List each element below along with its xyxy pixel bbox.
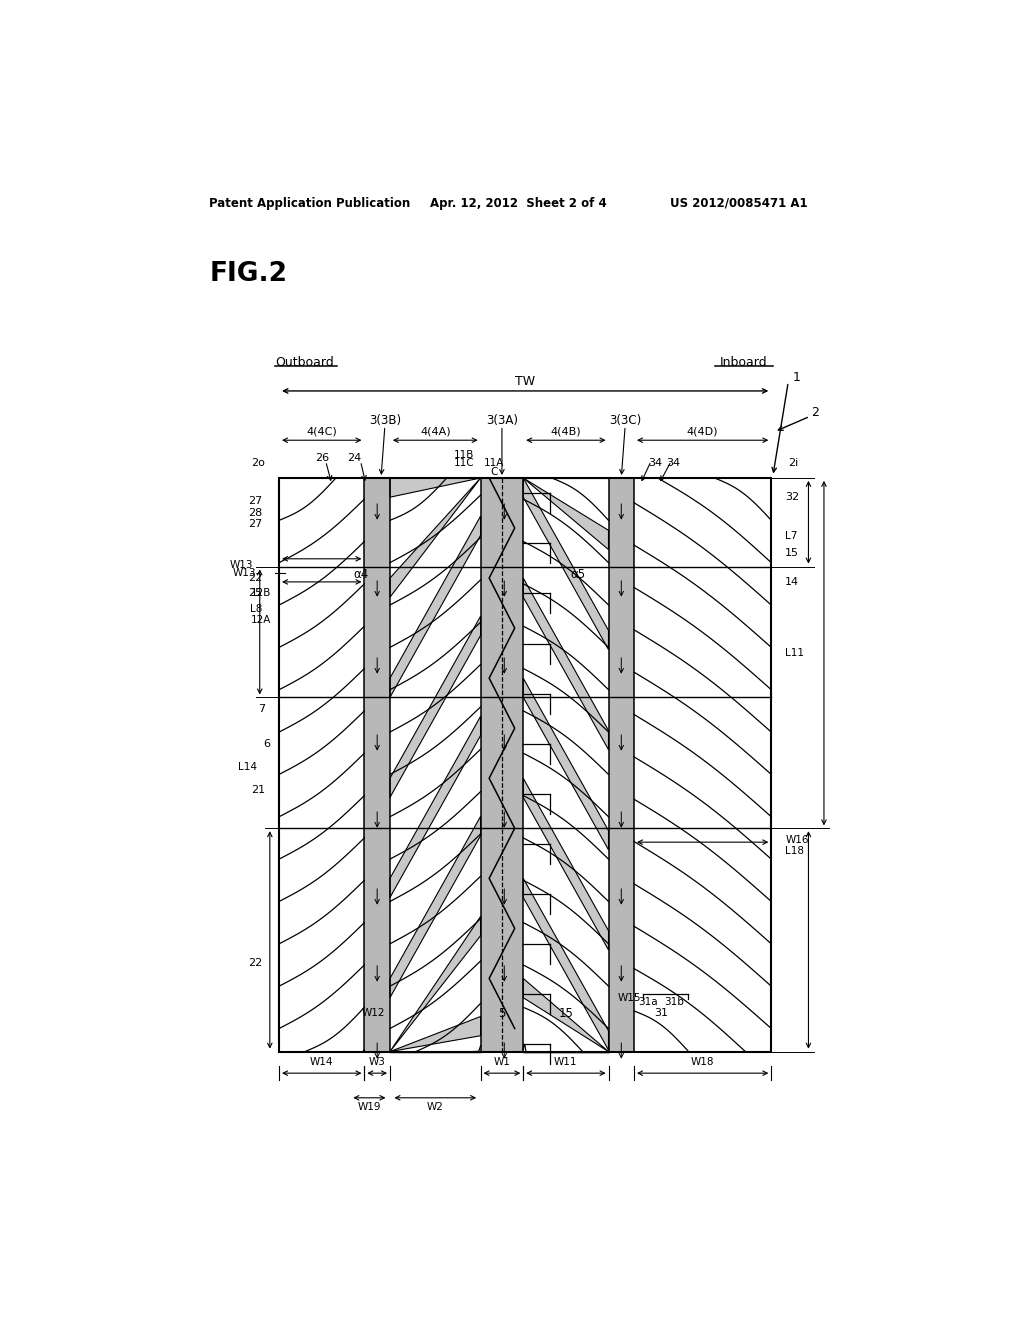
Text: 3(3A): 3(3A) bbox=[486, 413, 518, 426]
Text: 4(4D): 4(4D) bbox=[687, 426, 719, 437]
Text: 4(4A): 4(4A) bbox=[420, 426, 451, 437]
Text: 22: 22 bbox=[248, 573, 262, 583]
Polygon shape bbox=[390, 717, 480, 898]
Polygon shape bbox=[523, 678, 608, 850]
Text: 2: 2 bbox=[812, 407, 819, 418]
Text: 15: 15 bbox=[558, 1007, 573, 1019]
Polygon shape bbox=[390, 616, 480, 797]
Text: 34: 34 bbox=[667, 458, 681, 469]
Text: W18: W18 bbox=[691, 1057, 715, 1068]
Polygon shape bbox=[390, 816, 480, 998]
Text: TW: TW bbox=[515, 375, 536, 388]
Text: 7: 7 bbox=[258, 704, 265, 714]
Bar bbox=[608, 478, 634, 1052]
Text: C: C bbox=[489, 467, 498, 477]
Text: 27: 27 bbox=[248, 519, 262, 529]
Text: α4: α4 bbox=[353, 568, 368, 581]
Text: 3(3B): 3(3B) bbox=[369, 413, 401, 426]
Text: FIG.2: FIG.2 bbox=[209, 261, 288, 286]
Polygon shape bbox=[523, 978, 608, 1052]
Text: W13: W13 bbox=[232, 568, 256, 578]
Text: W3: W3 bbox=[369, 1057, 386, 1068]
Polygon shape bbox=[390, 478, 480, 498]
Text: Apr. 12, 2012  Sheet 2 of 4: Apr. 12, 2012 Sheet 2 of 4 bbox=[430, 197, 607, 210]
Text: 31: 31 bbox=[654, 1008, 669, 1018]
Text: Inboard: Inboard bbox=[720, 356, 767, 370]
Polygon shape bbox=[523, 779, 608, 950]
Text: 11C: 11C bbox=[454, 458, 474, 469]
Text: Outboard: Outboard bbox=[275, 356, 334, 370]
Text: W11: W11 bbox=[554, 1057, 578, 1068]
Polygon shape bbox=[390, 478, 480, 597]
Text: 15: 15 bbox=[785, 548, 799, 558]
Text: US 2012/0085471 A1: US 2012/0085471 A1 bbox=[671, 197, 808, 210]
Text: W14: W14 bbox=[310, 1057, 334, 1068]
Text: 4(4C): 4(4C) bbox=[306, 426, 337, 437]
Text: W1: W1 bbox=[494, 1057, 510, 1068]
Text: 2i: 2i bbox=[788, 458, 799, 469]
Polygon shape bbox=[390, 916, 480, 1052]
Text: 24: 24 bbox=[347, 453, 361, 463]
Text: W19: W19 bbox=[357, 1102, 381, 1111]
Text: 5: 5 bbox=[499, 1007, 506, 1019]
Bar bbox=[280, 478, 771, 1052]
Text: 34: 34 bbox=[648, 458, 663, 469]
Polygon shape bbox=[390, 1016, 480, 1052]
Text: 1: 1 bbox=[793, 371, 801, 384]
Polygon shape bbox=[523, 478, 608, 549]
Text: L8: L8 bbox=[250, 603, 262, 614]
Text: 22: 22 bbox=[248, 958, 262, 968]
Bar bbox=[365, 478, 390, 1052]
Text: W2: W2 bbox=[427, 1102, 443, 1111]
Text: W12: W12 bbox=[361, 1008, 385, 1018]
Text: α5: α5 bbox=[570, 568, 585, 581]
Polygon shape bbox=[523, 578, 608, 750]
Text: W16: W16 bbox=[785, 834, 809, 845]
Text: 2o: 2o bbox=[251, 458, 265, 469]
Text: L14: L14 bbox=[239, 762, 257, 772]
Polygon shape bbox=[390, 516, 480, 697]
Text: 21: 21 bbox=[251, 785, 265, 795]
Text: 11A: 11A bbox=[483, 458, 504, 469]
Bar bbox=[480, 478, 523, 1052]
Text: 11B: 11B bbox=[454, 450, 474, 459]
Text: W15: W15 bbox=[617, 993, 641, 1003]
Text: Patent Application Publication: Patent Application Publication bbox=[209, 197, 411, 210]
Text: 27: 27 bbox=[248, 496, 262, 506]
Text: L11: L11 bbox=[785, 648, 804, 659]
Text: 12B: 12B bbox=[251, 589, 271, 598]
Text: 4(4B): 4(4B) bbox=[551, 426, 582, 437]
Text: L7: L7 bbox=[785, 531, 798, 541]
Text: 32: 32 bbox=[785, 492, 800, 502]
Text: 14: 14 bbox=[785, 577, 800, 587]
Text: 28: 28 bbox=[248, 508, 262, 517]
Text: 31b: 31b bbox=[665, 997, 684, 1007]
Polygon shape bbox=[523, 478, 608, 649]
Text: 6: 6 bbox=[263, 739, 270, 748]
Text: 12A: 12A bbox=[251, 615, 271, 626]
Text: L18: L18 bbox=[785, 846, 804, 857]
Text: 25: 25 bbox=[248, 589, 262, 598]
Text: W13: W13 bbox=[230, 560, 254, 570]
Text: 26: 26 bbox=[314, 453, 329, 463]
Text: 3(3C): 3(3C) bbox=[609, 413, 641, 426]
Text: 31a: 31a bbox=[638, 997, 657, 1007]
Polygon shape bbox=[523, 878, 608, 1051]
